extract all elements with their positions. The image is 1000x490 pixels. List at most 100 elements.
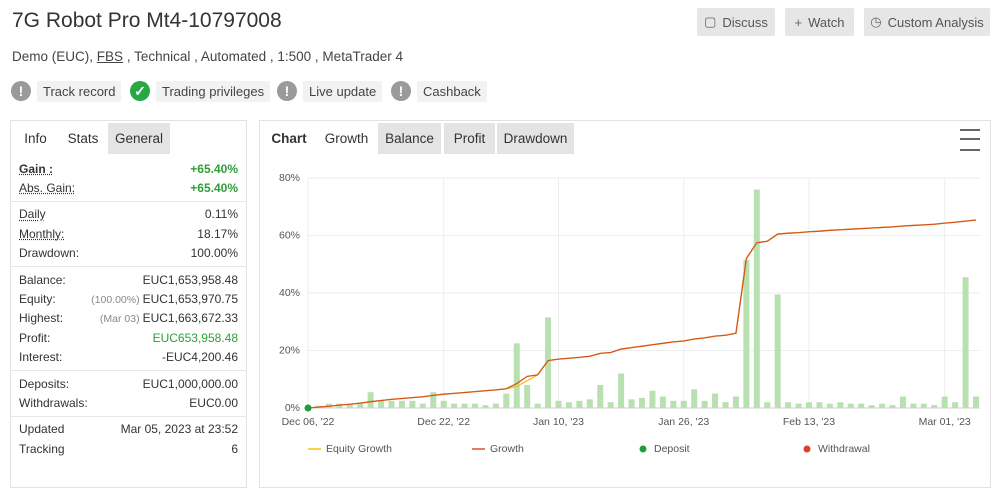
bar: [472, 403, 478, 408]
bar: [586, 399, 593, 408]
legend-label: Equity Growth: [326, 443, 392, 455]
button[interactable]: ▢ Discuss: [697, 8, 775, 36]
stats-row: Balance: EUC1,653,958.48: [11, 270, 246, 289]
stats-value-wrap: (Mar 03) EUC1,663,672.33: [100, 311, 238, 325]
stats-row: Gain : +65.40%: [11, 159, 246, 178]
stats-row: Withdrawals: EUC0.00: [11, 393, 246, 412]
bar: [430, 392, 437, 408]
stats-value-wrap: Mar 05, 2023 at 23:52: [121, 422, 238, 436]
y-tick-label: 0%: [285, 402, 300, 414]
button[interactable]: + Watch: [785, 8, 854, 36]
bar: [931, 405, 938, 408]
stats-label: Profit:: [19, 330, 51, 345]
stats-value-wrap: EUC1,000,000.00: [143, 377, 238, 391]
bar: [753, 189, 760, 408]
bar: [451, 403, 458, 408]
y-tick-label: 80%: [279, 172, 300, 184]
bar: [701, 400, 708, 408]
bar: [545, 317, 552, 408]
stats-label: Interest:: [19, 350, 63, 365]
stats-row: Daily 0.11%: [11, 205, 246, 224]
bar: [607, 402, 614, 408]
stats-row: Monthly: 18.17%: [11, 224, 246, 243]
tab[interactable]: Drawdown: [497, 123, 574, 154]
stats-row: Abs. Gain: +65.40%: [11, 178, 246, 197]
bar: [764, 402, 771, 408]
bar: [879, 403, 886, 408]
settings-icon[interactable]: [960, 129, 980, 151]
marker: [304, 404, 312, 412]
button-icon: ◷: [870, 14, 882, 29]
page-title: 7G Robot Pro Mt4-10797008: [12, 9, 282, 32]
stats-label: Abs. Gain:: [19, 181, 76, 196]
subtitle-part: Demo (EUC),: [12, 49, 94, 64]
stats-row: Drawdown: 100.00%: [11, 244, 246, 263]
legend-swatch: [803, 445, 811, 453]
badge: ✓ Trading privileges: [130, 79, 271, 103]
settings-icon-bar: [960, 138, 980, 140]
bar: [357, 402, 364, 408]
stats-label: Daily: [19, 207, 46, 222]
tab[interactable]: Balance: [378, 123, 441, 154]
stats-value-wrap: +65.40%: [190, 181, 238, 195]
line-series: [307, 219, 977, 409]
stats-value-wrap: EUC653,958.48: [153, 331, 238, 345]
stats-row: Profit: EUC653,958.48: [11, 328, 246, 347]
stats-value: 6: [231, 441, 238, 456]
stats-value-wrap: +65.40%: [190, 162, 238, 176]
stats-value: 100.00%: [190, 246, 238, 261]
bar: [941, 396, 948, 408]
tab[interactable]: Stats: [67, 131, 99, 146]
bar: [722, 402, 729, 408]
badge-label: Track record: [37, 80, 122, 102]
bar: [712, 393, 719, 408]
bar: [774, 294, 781, 408]
x-tick-label: Dec 22, '22: [417, 416, 470, 428]
stats-label: Deposits:: [19, 376, 70, 391]
badge-label: Cashback: [417, 80, 487, 102]
tab[interactable]: Chart: [271, 131, 307, 146]
bar: [419, 403, 426, 408]
bar: [920, 403, 927, 408]
bar: [952, 402, 959, 408]
bar: [378, 400, 385, 408]
bar: [639, 397, 645, 408]
bar: [503, 393, 510, 408]
stats-label: Highest:: [19, 311, 64, 326]
tab[interactable]: Profit: [444, 123, 495, 154]
subtitle: Demo (EUC), FBS , Technical , Automated …: [12, 49, 403, 64]
stats-label: Equity:: [19, 292, 56, 307]
stats-group: Daily 0.11% Monthly: 18.17% Drawdown: 100.00%: [11, 202, 246, 267]
stats-row: Interest: -EUC4,200.46: [11, 348, 246, 367]
tab[interactable]: General: [108, 123, 170, 154]
stats-panel: Info Stats General Gain : +65.40% Abs. Gain: +…: [10, 120, 247, 488]
button-icon: +: [794, 14, 803, 30]
line-series: [307, 219, 977, 409]
broker-link[interactable]: FBS: [96, 49, 124, 64]
stats-value: EUC1,653,970.75: [142, 292, 238, 307]
stats-label: Balance:: [19, 272, 66, 287]
x-tick-label: Feb 13, '23: [783, 416, 835, 428]
bar: [795, 403, 802, 408]
chart-panel: 0% 20% 40% 60% 80% Dec 06, '22 Dec 22, '22 Jan …: [259, 120, 991, 488]
stats-value-wrap: 100.00%: [191, 246, 238, 260]
bar: [555, 400, 562, 408]
tab[interactable]: Info: [24, 131, 47, 146]
bar: [670, 400, 677, 408]
legend-swatch: [639, 445, 647, 453]
button[interactable]: ◷ Custom Analysis: [864, 8, 990, 36]
bar: [565, 402, 572, 408]
bar: [367, 392, 374, 408]
stats-value-wrap: EUC0.00: [189, 396, 238, 410]
stats-row: Tracking 6: [11, 439, 246, 458]
tab[interactable]: Growth: [324, 131, 369, 146]
bar: [659, 396, 666, 408]
stats-value: EUC653,958.48: [152, 330, 238, 345]
bar: [806, 402, 812, 408]
legend-label: Withdrawal: [818, 443, 870, 455]
stats-row: Updated Mar 05, 2023 at 23:52: [11, 420, 246, 439]
legend-label: Growth: [490, 443, 524, 455]
badge-icon: !: [11, 81, 31, 101]
badge-icon: !: [391, 81, 411, 101]
